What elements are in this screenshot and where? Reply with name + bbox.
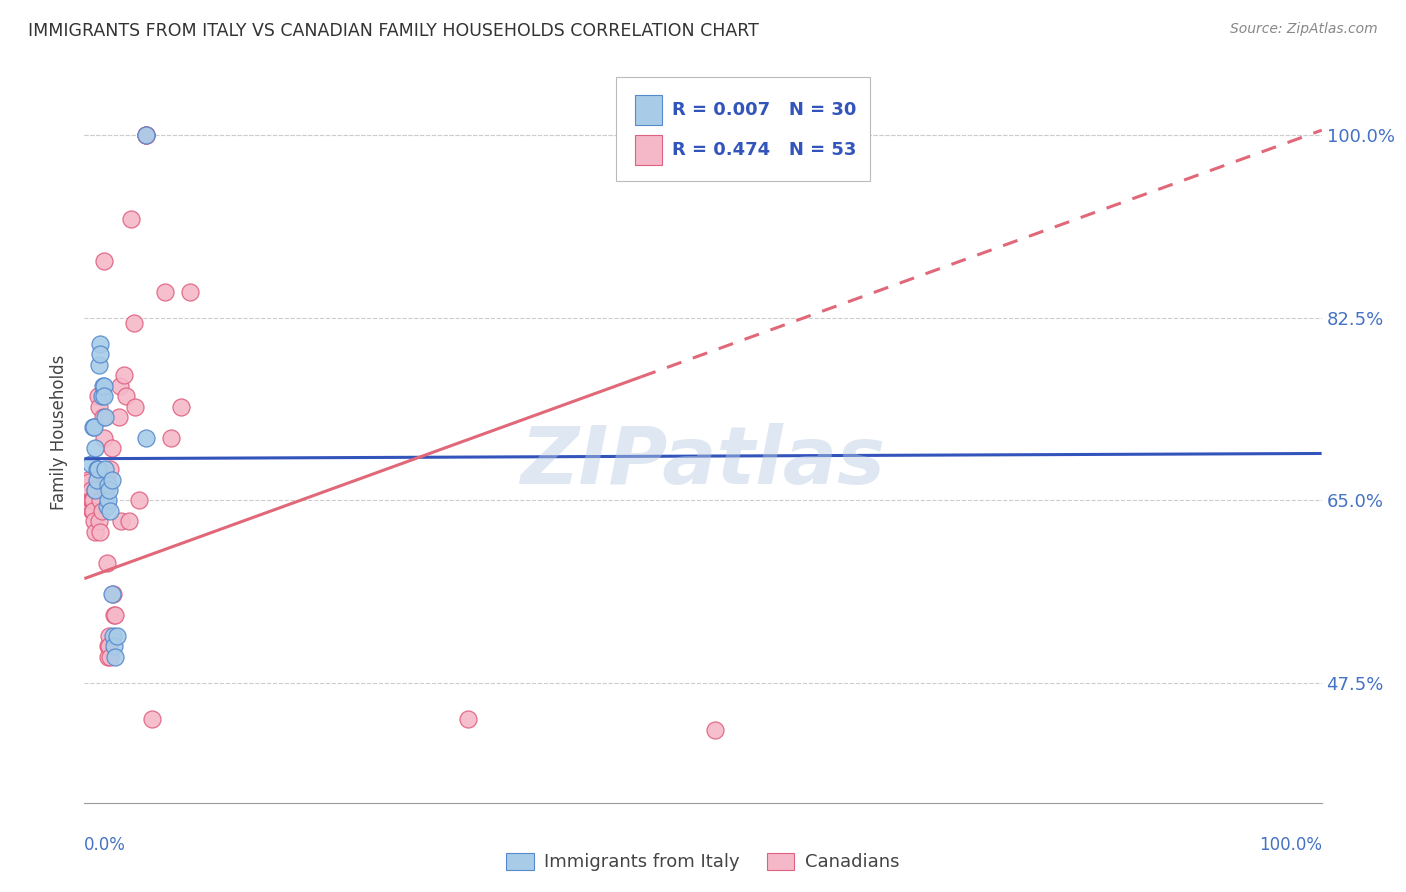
Point bbox=[153, 285, 176, 299]
Point bbox=[91, 378, 114, 392]
Point bbox=[97, 493, 120, 508]
Point bbox=[135, 128, 157, 143]
Point bbox=[80, 504, 103, 518]
Point bbox=[82, 420, 104, 434]
Point bbox=[86, 473, 108, 487]
Point bbox=[97, 649, 120, 664]
FancyBboxPatch shape bbox=[636, 95, 662, 125]
Point bbox=[89, 400, 111, 414]
Point bbox=[110, 514, 132, 528]
Point bbox=[110, 378, 132, 392]
Point bbox=[112, 368, 135, 383]
Point bbox=[93, 253, 115, 268]
Point bbox=[100, 442, 122, 456]
Point bbox=[118, 514, 141, 528]
Text: 0.0%: 0.0% bbox=[84, 836, 127, 855]
Point bbox=[141, 712, 163, 726]
Point bbox=[135, 128, 157, 143]
Point bbox=[128, 493, 150, 508]
Point bbox=[97, 640, 120, 654]
Point bbox=[83, 420, 105, 434]
Point bbox=[97, 477, 120, 491]
Point bbox=[89, 337, 111, 351]
Point bbox=[84, 483, 107, 497]
Point bbox=[79, 493, 101, 508]
Point bbox=[77, 473, 100, 487]
Point bbox=[96, 556, 118, 570]
Point bbox=[89, 358, 111, 372]
Point bbox=[90, 504, 112, 518]
Point bbox=[160, 431, 183, 445]
Point bbox=[98, 462, 121, 476]
Point bbox=[98, 629, 121, 643]
Point bbox=[79, 475, 101, 489]
Point bbox=[87, 462, 110, 476]
Point bbox=[96, 499, 118, 513]
Text: IMMIGRANTS FROM ITALY VS CANADIAN FAMILY HOUSEHOLDS CORRELATION CHART: IMMIGRANTS FROM ITALY VS CANADIAN FAMILY… bbox=[28, 22, 759, 40]
Point bbox=[94, 409, 117, 424]
Point bbox=[84, 524, 107, 539]
Point bbox=[89, 514, 111, 528]
Point bbox=[120, 211, 142, 226]
Text: 100.0%: 100.0% bbox=[1258, 836, 1322, 855]
Point bbox=[98, 504, 121, 518]
Point bbox=[82, 504, 104, 518]
Point bbox=[103, 640, 125, 654]
Point bbox=[135, 128, 157, 143]
Y-axis label: Family Households: Family Households bbox=[51, 355, 69, 510]
Point bbox=[84, 483, 107, 497]
Point bbox=[89, 524, 111, 539]
Point bbox=[179, 285, 201, 299]
Point bbox=[87, 389, 110, 403]
Point bbox=[100, 587, 122, 601]
Point bbox=[93, 389, 115, 403]
Point bbox=[135, 431, 157, 445]
Point bbox=[79, 483, 101, 497]
Point bbox=[101, 587, 124, 601]
Point bbox=[122, 316, 145, 330]
Point bbox=[105, 629, 128, 643]
Point bbox=[84, 442, 107, 456]
Point bbox=[115, 389, 138, 403]
Point bbox=[86, 462, 108, 476]
Point bbox=[89, 347, 111, 361]
Point bbox=[93, 378, 115, 392]
Point bbox=[101, 629, 124, 643]
Point bbox=[98, 640, 121, 654]
Point bbox=[94, 462, 117, 476]
Point bbox=[80, 493, 103, 508]
Point bbox=[124, 400, 146, 414]
Point bbox=[83, 514, 105, 528]
Text: R = 0.474   N = 53: R = 0.474 N = 53 bbox=[672, 141, 856, 160]
Text: Source: ZipAtlas.com: Source: ZipAtlas.com bbox=[1230, 22, 1378, 37]
Point bbox=[98, 649, 121, 664]
Point bbox=[135, 128, 157, 143]
Point bbox=[170, 400, 193, 414]
Legend: Immigrants from Italy, Canadians: Immigrants from Italy, Canadians bbox=[506, 853, 900, 871]
Point bbox=[96, 473, 118, 487]
Point bbox=[103, 608, 125, 623]
Point bbox=[93, 431, 115, 445]
Point bbox=[90, 389, 112, 403]
Point bbox=[79, 457, 101, 471]
Point bbox=[108, 409, 131, 424]
Point bbox=[100, 473, 122, 487]
FancyBboxPatch shape bbox=[636, 136, 662, 165]
Point bbox=[91, 409, 114, 424]
Point bbox=[98, 483, 121, 497]
Point bbox=[94, 483, 117, 497]
FancyBboxPatch shape bbox=[616, 78, 870, 181]
Text: R = 0.007   N = 30: R = 0.007 N = 30 bbox=[672, 101, 856, 119]
Point bbox=[104, 608, 127, 623]
Point bbox=[704, 723, 727, 737]
Point bbox=[89, 493, 111, 508]
Point bbox=[82, 493, 104, 508]
Point bbox=[457, 712, 479, 726]
Text: ZIPatlas: ZIPatlas bbox=[520, 423, 886, 501]
Point bbox=[104, 649, 127, 664]
